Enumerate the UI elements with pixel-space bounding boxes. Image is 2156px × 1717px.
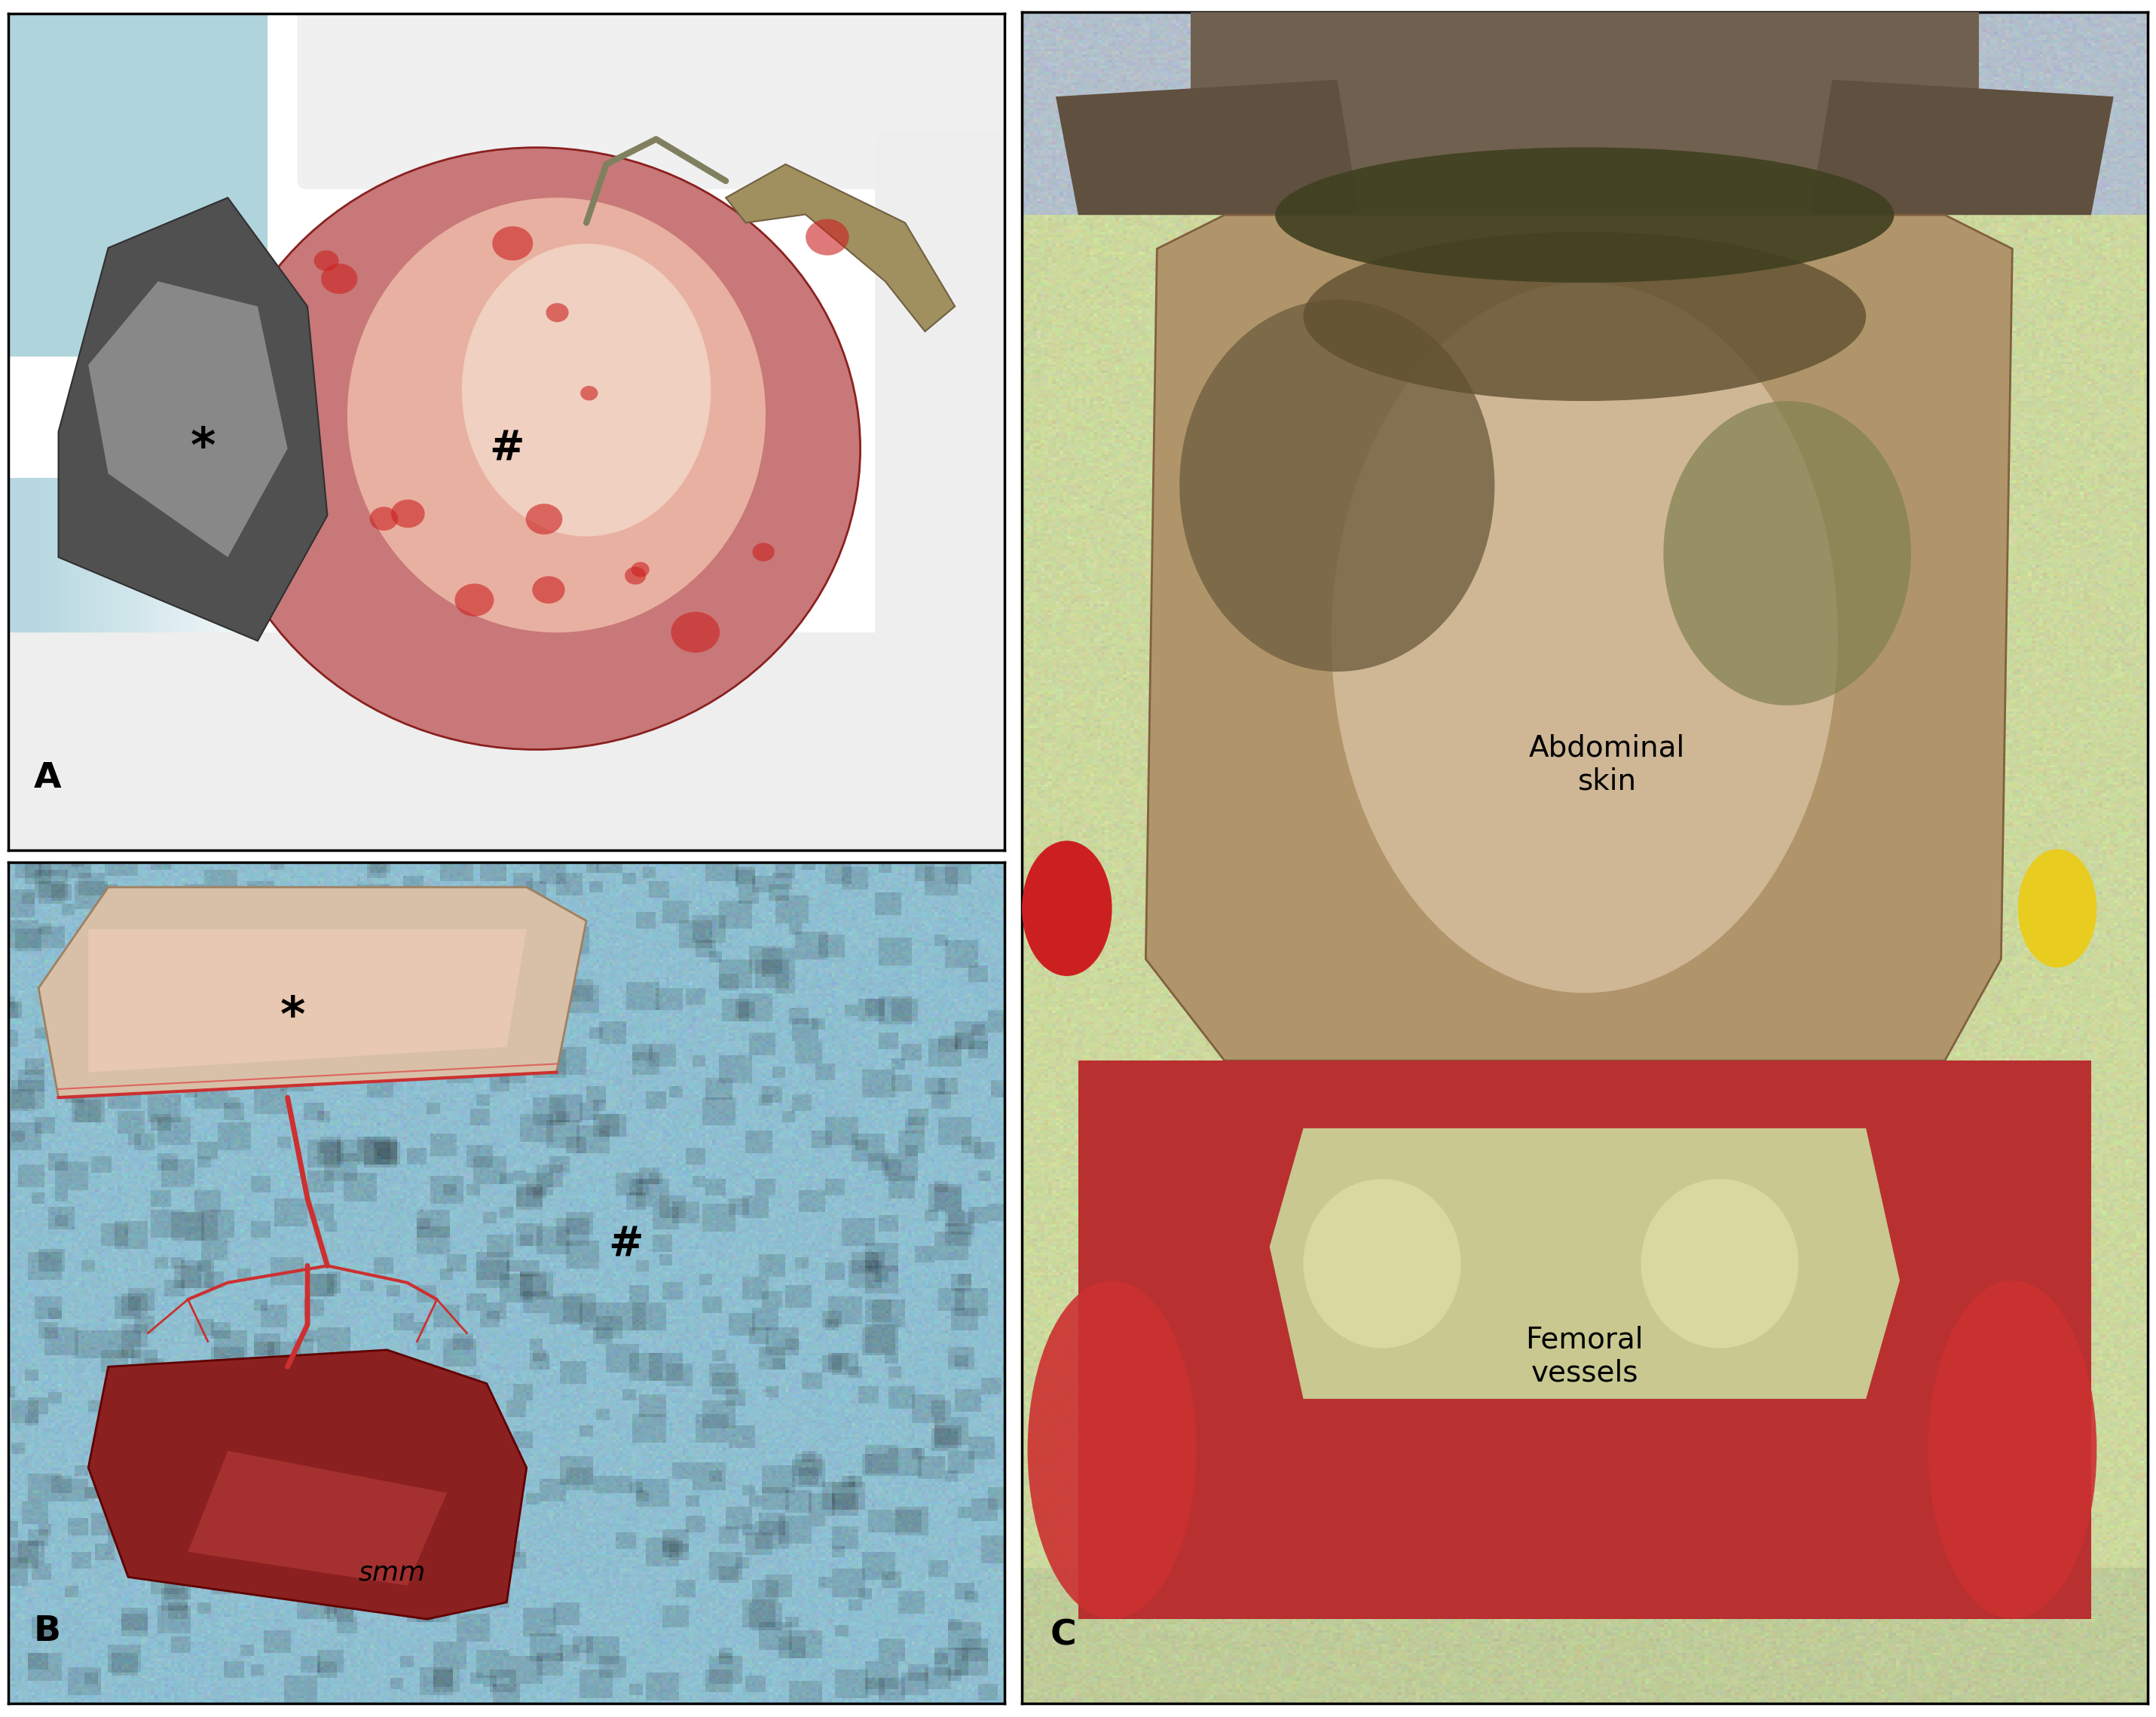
Polygon shape xyxy=(88,929,526,1071)
Polygon shape xyxy=(88,282,287,558)
Ellipse shape xyxy=(347,197,765,632)
Ellipse shape xyxy=(1302,232,1865,402)
Ellipse shape xyxy=(1302,1180,1462,1348)
Circle shape xyxy=(545,304,569,323)
Circle shape xyxy=(455,584,494,616)
Ellipse shape xyxy=(461,244,711,536)
Polygon shape xyxy=(1145,215,2012,1061)
Circle shape xyxy=(492,227,533,261)
Text: B: B xyxy=(34,1614,60,1648)
Text: *: * xyxy=(190,426,216,472)
Ellipse shape xyxy=(1332,283,1837,992)
Circle shape xyxy=(632,561,649,577)
Polygon shape xyxy=(58,197,328,640)
Ellipse shape xyxy=(1641,1180,1798,1348)
Polygon shape xyxy=(1270,1128,1899,1399)
Circle shape xyxy=(369,507,399,531)
Ellipse shape xyxy=(1927,1281,2098,1619)
Text: Abdominal
skin: Abdominal skin xyxy=(1529,733,1686,795)
Circle shape xyxy=(580,386,597,400)
Circle shape xyxy=(752,543,774,561)
Circle shape xyxy=(625,567,647,584)
Ellipse shape xyxy=(1028,1281,1197,1619)
Polygon shape xyxy=(1809,79,2113,215)
Text: *: * xyxy=(280,994,306,1041)
Text: C: C xyxy=(1050,1619,1076,1652)
Circle shape xyxy=(1022,841,1112,975)
Text: smm: smm xyxy=(358,1561,425,1587)
Polygon shape xyxy=(1190,12,1979,215)
Circle shape xyxy=(806,220,849,256)
FancyBboxPatch shape xyxy=(298,5,1015,189)
Ellipse shape xyxy=(1664,402,1910,706)
FancyBboxPatch shape xyxy=(0,5,267,357)
Circle shape xyxy=(533,577,565,604)
Ellipse shape xyxy=(1179,299,1494,671)
Polygon shape xyxy=(88,1350,526,1619)
Polygon shape xyxy=(727,165,955,331)
Text: A: A xyxy=(34,762,60,795)
Ellipse shape xyxy=(213,148,860,750)
Polygon shape xyxy=(1056,79,1360,215)
Text: #: # xyxy=(489,428,524,469)
Circle shape xyxy=(315,251,338,271)
Circle shape xyxy=(526,503,563,534)
Circle shape xyxy=(2018,850,2098,968)
Polygon shape xyxy=(39,888,586,1097)
Circle shape xyxy=(321,263,358,294)
Circle shape xyxy=(390,500,425,527)
FancyBboxPatch shape xyxy=(875,130,1044,774)
Polygon shape xyxy=(188,1451,446,1585)
Circle shape xyxy=(671,611,720,652)
FancyBboxPatch shape xyxy=(0,632,1015,858)
Polygon shape xyxy=(1078,1061,2091,1619)
Text: Femoral
vessels: Femoral vessels xyxy=(1526,1326,1643,1387)
Ellipse shape xyxy=(1274,148,1895,283)
Text: #: # xyxy=(608,1224,645,1265)
